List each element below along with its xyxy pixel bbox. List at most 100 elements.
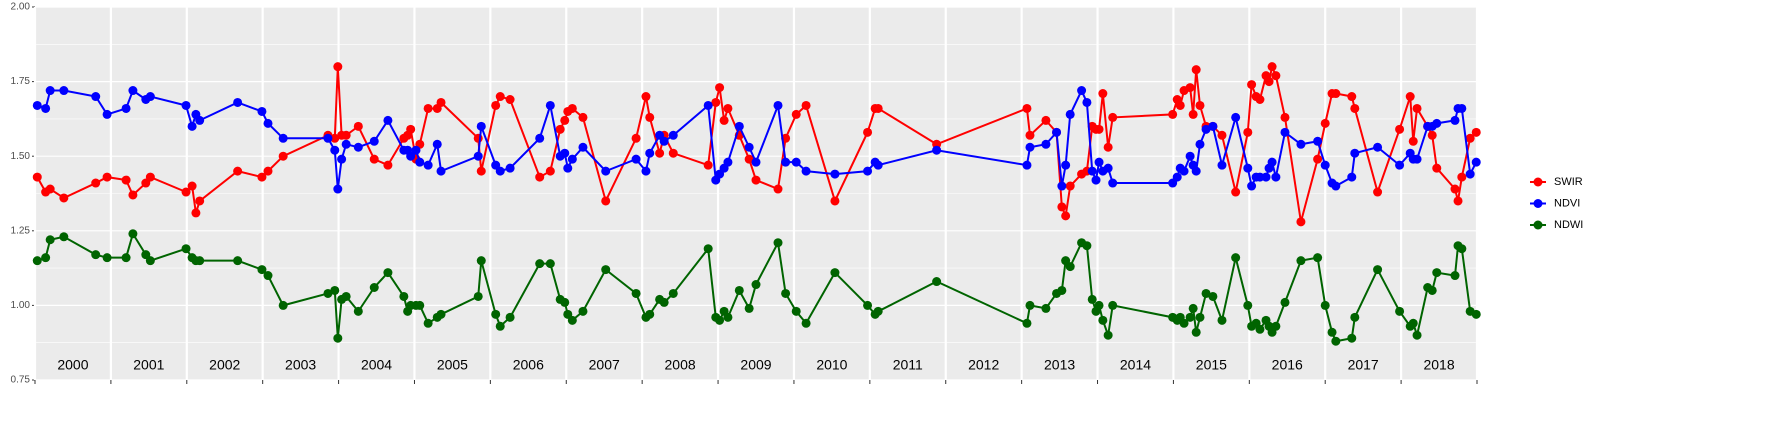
point (1175, 100, 1185, 110)
point (353, 306, 363, 316)
point (59, 232, 69, 242)
legend-label: NDVI (1554, 197, 1580, 209)
point (1188, 303, 1198, 313)
point (1022, 318, 1032, 328)
point (436, 309, 446, 319)
point (567, 103, 577, 113)
year-label: 2003 (285, 357, 316, 373)
point (873, 103, 883, 113)
point (473, 133, 483, 143)
point (773, 238, 783, 248)
point (723, 312, 733, 322)
point (1217, 130, 1227, 140)
point (1217, 160, 1227, 170)
point (187, 121, 197, 131)
point (1427, 285, 1437, 295)
point (145, 92, 155, 102)
point (560, 297, 570, 307)
point (278, 151, 288, 161)
point (495, 321, 505, 331)
point (1471, 309, 1481, 319)
point (1395, 160, 1405, 170)
point (1373, 265, 1383, 275)
year-label: 2008 (665, 357, 696, 373)
point (560, 115, 570, 125)
point (703, 160, 713, 170)
point (801, 100, 811, 110)
point (32, 172, 42, 182)
point (1347, 92, 1357, 102)
point (1457, 103, 1467, 113)
point (195, 115, 205, 125)
series-line (36, 88, 1478, 190)
legend-label: NDWI (1554, 219, 1583, 231)
point (1331, 336, 1341, 346)
point (601, 196, 611, 206)
point (473, 291, 483, 301)
point (1077, 86, 1087, 96)
point (1280, 297, 1290, 307)
point (145, 172, 155, 182)
point (781, 157, 791, 167)
year-label: 2001 (133, 357, 164, 373)
point (263, 271, 273, 281)
point (1347, 172, 1357, 182)
point (791, 157, 801, 167)
point (545, 259, 555, 269)
year-label: 2012 (968, 357, 999, 373)
point (32, 100, 42, 110)
point (1103, 330, 1113, 340)
point (1350, 103, 1360, 113)
point (1208, 291, 1218, 301)
point (191, 208, 201, 218)
point (45, 235, 55, 245)
point (1231, 112, 1241, 122)
point (195, 256, 205, 266)
point (1168, 109, 1178, 119)
point (1188, 109, 1198, 119)
point (1255, 95, 1265, 105)
point (476, 121, 486, 131)
point (578, 112, 588, 122)
point (473, 151, 483, 161)
year-label: 2015 (1196, 357, 1227, 373)
point (45, 184, 55, 194)
year-label: 2010 (816, 357, 847, 373)
y-tick-label: 1.25 (11, 225, 31, 236)
point (1082, 97, 1092, 107)
point (1195, 100, 1205, 110)
point (863, 166, 873, 176)
point (406, 124, 416, 134)
point (1179, 166, 1189, 176)
point (645, 309, 655, 319)
point (567, 315, 577, 325)
point (1065, 181, 1075, 191)
point (1427, 130, 1437, 140)
point (1247, 181, 1257, 191)
point (1405, 92, 1415, 102)
point (535, 133, 545, 143)
point (1195, 139, 1205, 149)
point (1179, 318, 1189, 328)
point (1395, 306, 1405, 316)
point (801, 166, 811, 176)
point (1243, 300, 1253, 310)
year-label: 2017 (1348, 357, 1379, 373)
point (1041, 303, 1051, 313)
y-tick-label: 1.75 (11, 76, 31, 87)
point (423, 160, 433, 170)
point (1231, 187, 1241, 197)
point (1457, 172, 1467, 182)
point (1191, 327, 1201, 337)
point (659, 297, 669, 307)
point (1373, 142, 1383, 152)
year-label: 2009 (740, 357, 771, 373)
point (1408, 318, 1418, 328)
point (703, 100, 713, 110)
point (641, 92, 651, 102)
point (1098, 315, 1108, 325)
point (59, 86, 69, 96)
point (1108, 300, 1118, 310)
y-tick-label: 1.00 (11, 300, 31, 311)
